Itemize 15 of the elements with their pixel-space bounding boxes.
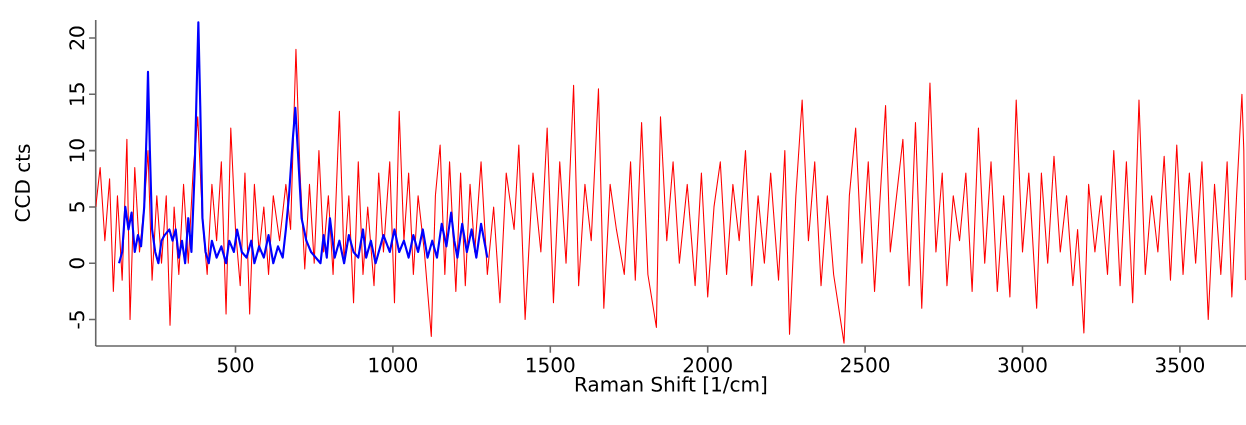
x-tick-label: 3000	[998, 357, 1047, 373]
x-tick-label: 3500	[1155, 357, 1205, 373]
y-axis-title: CCD cts	[14, 144, 31, 222]
x-axis-title: Raman Shift [1/cm]	[575, 376, 767, 395]
x-tick-label: 2000	[683, 357, 732, 373]
x-tick-label: 500	[217, 357, 254, 373]
y-tick-label: 10	[69, 139, 85, 162]
x-tick-label: 1000	[369, 357, 418, 373]
y-tick-label: 20	[69, 26, 85, 50]
y-tick-label: 15	[69, 83, 85, 105]
x-tick-label: 1500	[527, 357, 575, 373]
y-tick-label: 5	[69, 202, 85, 212]
x-tick-label: 2500	[841, 357, 890, 373]
y-tick-label: 0	[69, 258, 85, 269]
y-tick-label: -5	[69, 311, 85, 329]
